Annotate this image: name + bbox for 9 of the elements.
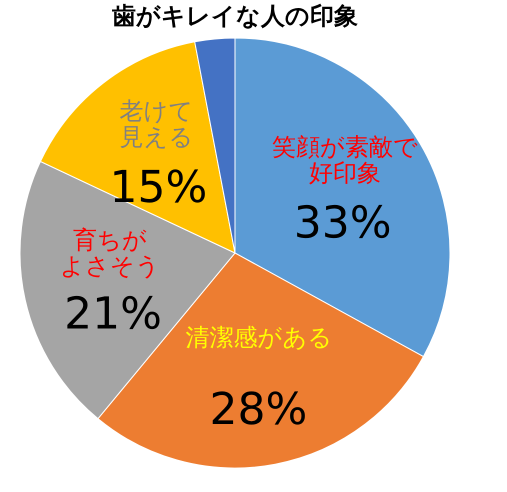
- slice-label: 清潔感がある: [185, 324, 332, 352]
- data-label: 33%: [294, 197, 392, 248]
- data-label: 15%: [109, 162, 208, 214]
- slice-label: 老けて見える: [120, 96, 194, 151]
- slice-label: 笑顔が素敵で好印象: [272, 132, 418, 187]
- slice-label: 育ちがよさそう: [60, 226, 160, 280]
- data-label: 28%: [210, 384, 308, 435]
- chart-title: 歯がキレイな人の印象: [111, 2, 358, 30]
- data-label: 21%: [64, 288, 162, 340]
